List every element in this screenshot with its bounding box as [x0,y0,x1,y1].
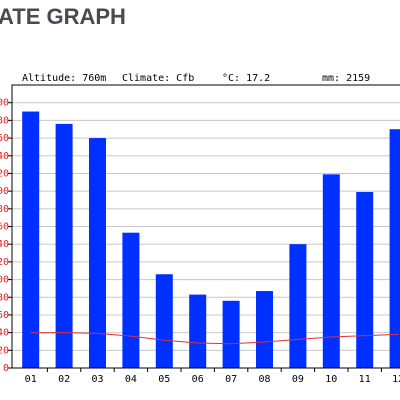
y-tick-label: 160 [0,222,9,233]
info-item: °C: 17.2 [222,73,270,84]
y-tick-label: 120 [0,257,9,268]
x-tick-label: 02 [58,374,70,385]
info-item: Climate: Cfb [122,73,194,84]
info-item: Altitude: 760m [22,73,106,84]
x-tick-label: 08 [258,374,270,385]
info-line: Altitude: 760m Climate: Cfb °C: 17.2 mm: 21… [22,73,370,84]
bar [89,138,106,368]
y-tick-label: 0 [3,363,9,374]
bar [55,123,73,368]
x-tick-label: 07 [225,374,237,385]
x-tick-label: 09 [292,374,304,385]
bar [222,300,240,368]
bar [322,174,340,368]
temperature-line [30,332,399,345]
x-tick-label: 12 [392,374,400,385]
x-tick-label: 11 [359,374,371,385]
bar [256,291,273,368]
x-tick-label: 03 [91,374,103,385]
x-tick-label: 06 [192,374,204,385]
x-tick-label: 01 [25,374,37,385]
y-tick-label: 180 [0,204,9,215]
bar [155,274,173,368]
bar [22,111,40,368]
x-tick-label: 10 [325,374,337,385]
y-tick-label: 220 [0,168,9,179]
y-tick-label: 60 [0,310,9,321]
info-item: mm: 2159 [322,73,370,84]
y-tick-label: 240 [0,151,9,162]
bar [122,232,140,368]
y-tick-label: 260 [0,133,9,144]
y-tick-label: 80 [0,292,9,303]
bar [389,129,400,368]
marks [22,111,400,368]
plot-frame [11,84,400,369]
y-tick-label: 200 [0,186,9,197]
y-tick-label: 280 [0,115,9,126]
x-tick-label: 05 [158,374,170,385]
y-tick-label: 100 [0,275,9,286]
bar [356,192,374,368]
bar [289,244,307,368]
y-tick-label: 300 [0,98,9,109]
grid: 0204060801001201401601802002202402602803… [0,98,400,385]
y-tick-label: 40 [0,328,9,339]
bar [189,294,207,368]
y-tick-label: 20 [0,345,9,356]
y-tick-label: 140 [0,239,9,250]
chart-title: ATE GRAPH [0,4,126,29]
x-tick-label: 04 [125,374,137,385]
